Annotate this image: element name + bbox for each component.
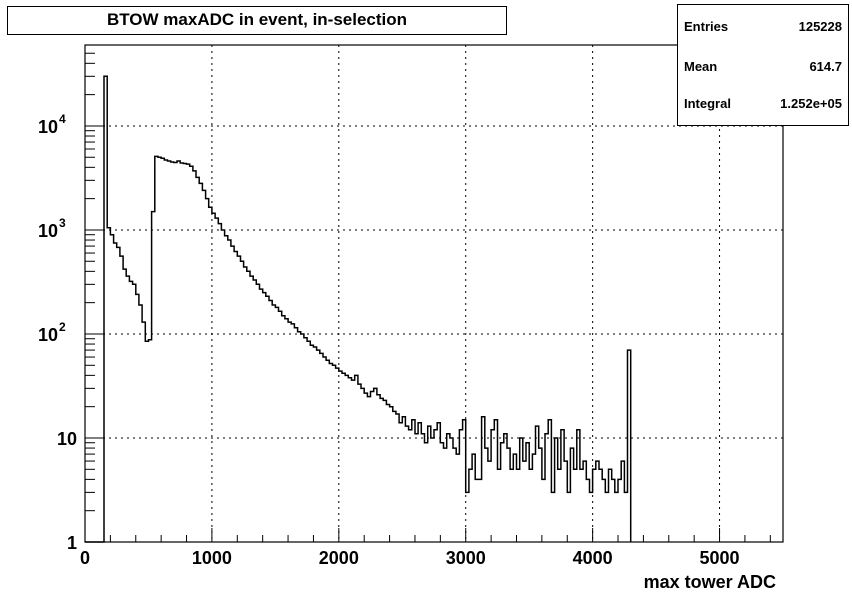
y-tick-label: 10 [38, 117, 58, 137]
stats-integral-label: Integral [684, 96, 731, 111]
stats-row-integral: Integral 1.252e+05 [684, 96, 842, 116]
stats-entries-value: 125228 [798, 19, 842, 34]
y-tick-label: 10 [38, 325, 58, 345]
y-tick-base: 10 [38, 117, 58, 137]
stats-integral-value: 1.252e+05 [780, 96, 842, 111]
x-tick-label: 1000 [192, 548, 232, 568]
y-tick-label: 10 [38, 221, 58, 241]
stats-mean-value: 614.7 [809, 59, 842, 74]
y-tick-exponent: 4 [59, 112, 66, 126]
stats-entries-label: Entries [684, 19, 729, 34]
x-tick-label: 3000 [446, 548, 486, 568]
y-tick-exponent: 3 [59, 216, 66, 230]
x-tick-label: 4000 [573, 548, 613, 568]
histogram-series [85, 75, 632, 543]
axis-ticks [84, 44, 771, 543]
stats-row-entries: Entries 125228 [684, 19, 842, 39]
y-tick-base: 10 [38, 325, 58, 345]
y-tick-label: 10 [57, 429, 77, 449]
chart-title: BTOW maxADC in event, in-selection [7, 6, 507, 35]
y-tick-base: 10 [57, 429, 77, 449]
x-tick-label: 5000 [700, 548, 740, 568]
y-tick-base: 10 [38, 221, 58, 241]
y-tick-exponent: 2 [59, 320, 66, 334]
x-axis-tick-labels: 0 1000 2000 3000 4000 5000 [80, 548, 740, 568]
y-tick-base: 1 [67, 533, 77, 553]
x-axis-title: max tower ADC [644, 572, 776, 592]
stats-row-mean: Mean 614.7 [684, 59, 842, 79]
stats-box: Entries 125228 Mean 614.7 Integral 1.252… [677, 4, 849, 126]
stats-mean-label: Mean [684, 59, 718, 74]
y-tick-label: 1 [67, 533, 77, 553]
plot-frame [84, 44, 784, 543]
x-tick-label: 0 [80, 548, 90, 568]
x-tick-label: 2000 [319, 548, 359, 568]
